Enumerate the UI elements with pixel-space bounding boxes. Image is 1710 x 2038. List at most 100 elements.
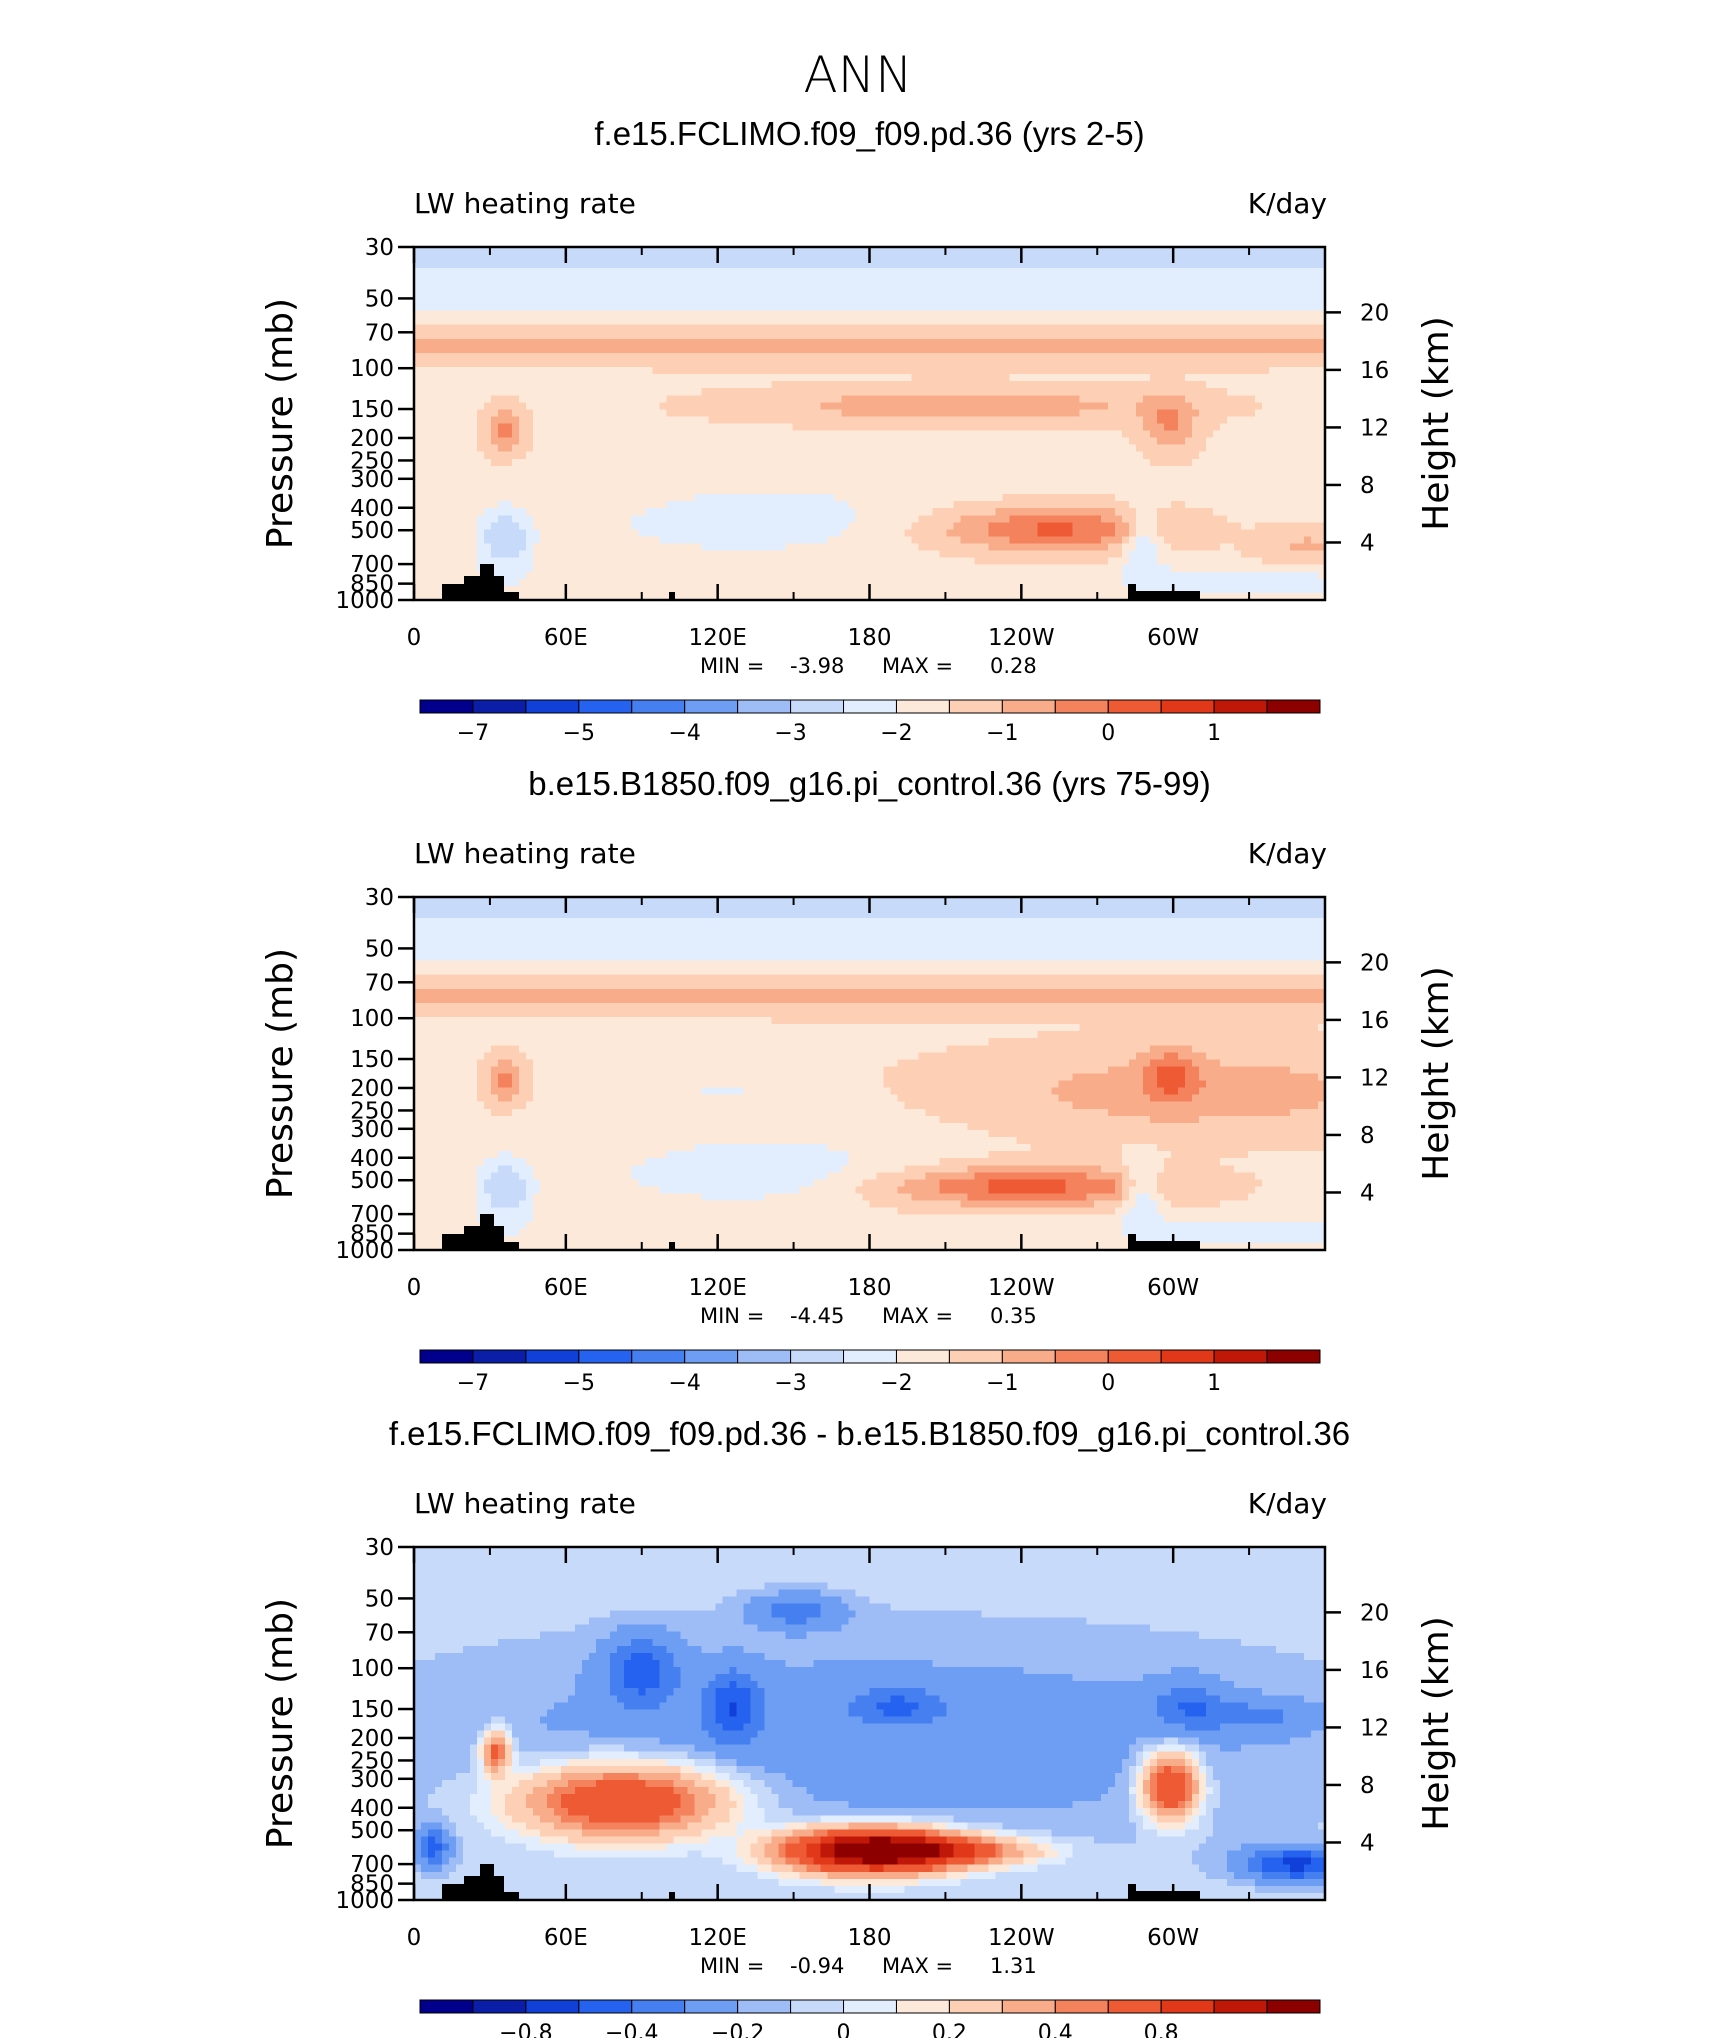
colorbar-label: 0 <box>1101 1371 1115 1396</box>
units-label: K/day <box>1248 187 1327 220</box>
pressure-tick-label: 250 <box>350 1748 394 1774</box>
height-tick-label: 20 <box>1360 1600 1389 1626</box>
x-tick-label: 120W <box>988 1925 1055 1951</box>
y-axis-label: Pressure (mb) <box>260 1598 301 1849</box>
variable-label: LW heating rate <box>414 187 636 220</box>
colorbar-swatch <box>684 1999 739 2014</box>
x-tick-label: 0 <box>407 625 422 651</box>
x-tick-label: 120E <box>688 1925 746 1951</box>
pressure-tick-label: 1000 <box>335 1238 394 1264</box>
colorbar-swatch <box>1213 699 1268 714</box>
colorbar-swatch <box>684 699 739 714</box>
pressure-tick-label: 400 <box>350 496 394 522</box>
colorbar-swatch <box>790 1349 845 1364</box>
height-tick-label: 4 <box>1360 1180 1375 1206</box>
pressure-tick-label: 100 <box>350 356 394 382</box>
y-axis-label: Pressure (mb) <box>260 298 301 549</box>
colorbar-label: 0.8 <box>1144 2021 1179 2038</box>
colorbar-swatch <box>525 1999 580 2014</box>
panel-2: b.e15.B1850.f09_g16.pi_control.36 (yrs 7… <box>260 765 1457 1396</box>
colorbar-swatch <box>419 1999 474 2014</box>
pressure-tick-label: 150 <box>350 1047 394 1073</box>
colorbar-swatch <box>843 1349 897 1364</box>
colorbar-label: −7 <box>457 1371 489 1396</box>
colorbar-swatch <box>895 699 950 714</box>
pressure-tick-label: 70 <box>365 320 394 346</box>
x-tick-label: 180 <box>848 1275 892 1301</box>
height-tick-label: 8 <box>1360 1773 1375 1799</box>
min-value: -4.45 <box>790 1304 844 1328</box>
colorbar-swatch <box>1054 1349 1109 1364</box>
pressure-tick-label: 150 <box>350 1697 394 1723</box>
x-tick-label: 180 <box>848 1925 892 1951</box>
pressure-tick-label: 1000 <box>335 588 394 614</box>
max-label: MAX = <box>882 1304 953 1328</box>
height-tick-label: 12 <box>1360 415 1389 441</box>
colorbar-swatch <box>472 699 527 714</box>
x-tick-label: 60E <box>544 625 588 651</box>
pressure-tick-label: 700 <box>350 1852 394 1878</box>
min-label: MIN = <box>700 654 764 678</box>
colorbar-swatch <box>1107 1999 1162 2014</box>
colorbar-swatch <box>948 1349 1003 1364</box>
pressure-tick-label: 70 <box>365 1620 394 1646</box>
colorbar-swatch <box>1054 699 1109 714</box>
height-tick-label: 20 <box>1360 300 1389 326</box>
y2-axis-label: Height (km) <box>1416 966 1457 1180</box>
colorbar-swatch <box>1160 1349 1215 1364</box>
colorbar-swatch <box>631 1349 686 1364</box>
colorbar-swatch <box>578 699 633 714</box>
colorbar-label: 0.2 <box>932 2021 967 2038</box>
colorbar-label: −3 <box>774 721 806 746</box>
colorbar-swatch <box>472 1349 527 1364</box>
x-tick-label: 120W <box>988 1275 1055 1301</box>
colorbar-swatch <box>790 699 845 714</box>
x-tick-label: 120E <box>688 625 746 651</box>
colorbar-label: −4 <box>668 1371 700 1396</box>
colorbar-swatch <box>843 1999 897 2014</box>
y2-axis-label: Height (km) <box>1416 1616 1457 1830</box>
min-label: MIN = <box>700 1304 764 1328</box>
y2-axis-label: Height (km) <box>1416 316 1457 530</box>
colorbar-swatch <box>737 1349 792 1364</box>
pressure-tick-label: 30 <box>365 885 394 911</box>
colorbar-label: −3 <box>774 1371 806 1396</box>
pressure-tick-label: 500 <box>350 518 394 544</box>
colorbar-swatch <box>843 699 897 714</box>
colorbar-swatch <box>1054 1999 1109 2014</box>
pressure-tick-label: 50 <box>365 936 394 962</box>
colorbar-swatch <box>737 1999 792 2014</box>
colorbar-swatch <box>578 1999 633 2014</box>
pressure-tick-label: 700 <box>350 552 394 578</box>
x-tick-label: 0 <box>407 1275 422 1301</box>
main-title: ANN <box>803 46 912 104</box>
colorbar-label: −5 <box>563 1371 595 1396</box>
units-label: K/day <box>1248 1487 1327 1520</box>
colorbar-swatch <box>1107 699 1162 714</box>
colorbar-swatch <box>419 1349 474 1364</box>
colorbar-label: −5 <box>563 721 595 746</box>
panel-title: b.e15.B1850.f09_g16.pi_control.36 (yrs 7… <box>528 765 1210 802</box>
pressure-tick-label: 250 <box>350 1098 394 1124</box>
height-tick-label: 8 <box>1360 1123 1375 1149</box>
colorbar-swatch <box>525 1349 580 1364</box>
colorbar-swatch <box>1266 699 1321 714</box>
colorbar: −7 −5 −4 −3 −2 −1 0 1 <box>419 699 1321 746</box>
colorbar-label: −1 <box>986 1371 1018 1396</box>
pressure-tick-label: 500 <box>350 1168 394 1194</box>
topography <box>442 564 1200 600</box>
colorbar-label: 1 <box>1207 1371 1221 1396</box>
panel-1: f.e15.FCLIMO.f09_f09.pd.36 (yrs 2-5) LW h… <box>260 115 1457 746</box>
height-tick-label: 12 <box>1360 1065 1389 1091</box>
topography <box>442 1864 1200 1900</box>
pressure-tick-label: 200 <box>350 426 394 452</box>
min-value: -0.94 <box>790 1954 844 1978</box>
colorbar-swatch <box>948 1999 1003 2014</box>
x-tick-label: 60W <box>1147 1925 1199 1951</box>
colorbar-swatch <box>1213 1999 1268 2014</box>
pressure-tick-label: 400 <box>350 1796 394 1822</box>
max-value: 0.28 <box>990 654 1037 678</box>
colorbar-swatch <box>1160 699 1215 714</box>
x-tick-label: 180 <box>848 625 892 651</box>
